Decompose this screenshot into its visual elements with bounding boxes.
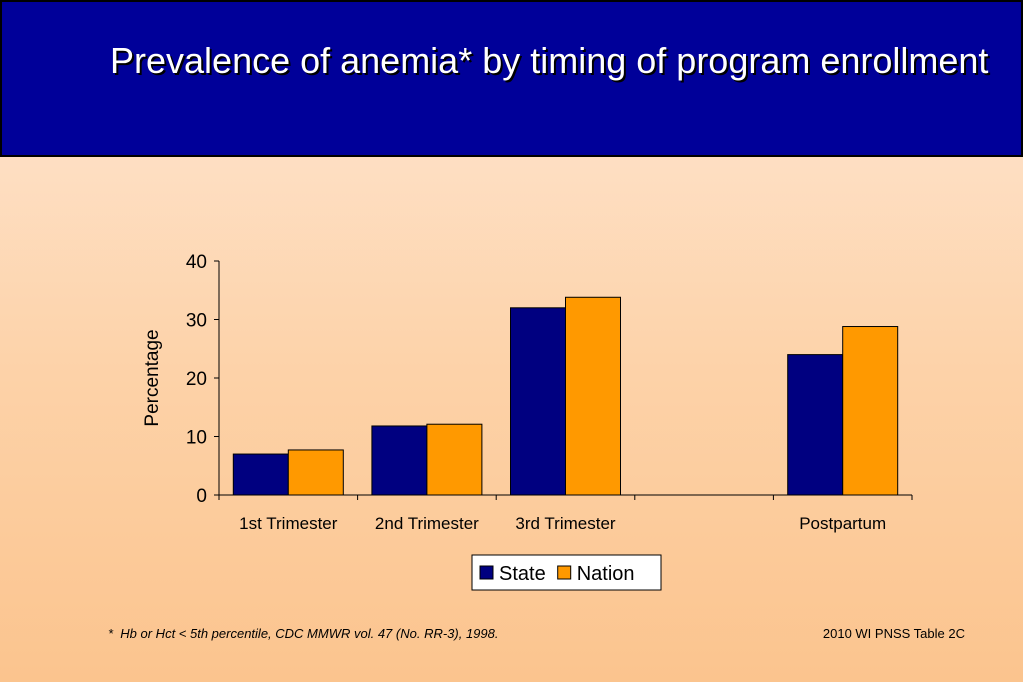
y-axis-label: Percentage — [142, 329, 163, 426]
bar-state — [371, 425, 428, 496]
legend-label-state: State — [499, 563, 546, 585]
x-tick-label: 3rd Trimester — [515, 514, 615, 533]
legend-swatch-nation — [557, 565, 572, 580]
x-tick-label: 2nd Trimester — [375, 514, 479, 533]
footnote: * Hb or Hct < 5th percentile, CDC MMWR v… — [108, 626, 499, 641]
y-tick-label: 40 — [186, 252, 207, 273]
legend-swatch-state — [479, 565, 494, 580]
x-tick-label: 1st Trimester — [239, 514, 338, 533]
title-bar: Prevalence of anemia* by timing of progr… — [0, 0, 1023, 157]
y-tick-label: 30 — [186, 311, 207, 332]
y-tick-label: 20 — [186, 369, 207, 390]
x-tick-label: Postpartum — [799, 514, 886, 533]
chart-legend: State Nation — [471, 554, 662, 591]
bar-nation — [287, 449, 344, 496]
bar-nation — [565, 296, 621, 496]
source-note: 2010 WI PNSS Table 2C — [822, 626, 965, 641]
y-tick-label: 0 — [196, 486, 207, 507]
slide-title: Prevalence of anemia* by timing of progr… — [110, 40, 989, 81]
x-tick-labels: 1st Trimester 2nd Trimester 3rd Trimester P… — [239, 514, 886, 533]
y-tick-label: 10 — [186, 428, 207, 449]
chart-bars — [232, 296, 899, 496]
y-tick-labels: 0 10 20 30 40 — [186, 252, 207, 507]
bar-nation — [426, 423, 483, 496]
bar-state — [232, 453, 289, 496]
bar-nation — [842, 326, 899, 496]
bar-chart: 1st Trimester 2nd Trimester 3rd Trimester P… — [142, 252, 913, 591]
legend-label-nation: Nation — [577, 563, 635, 585]
bar-state — [510, 307, 566, 496]
bar-state — [787, 354, 844, 496]
